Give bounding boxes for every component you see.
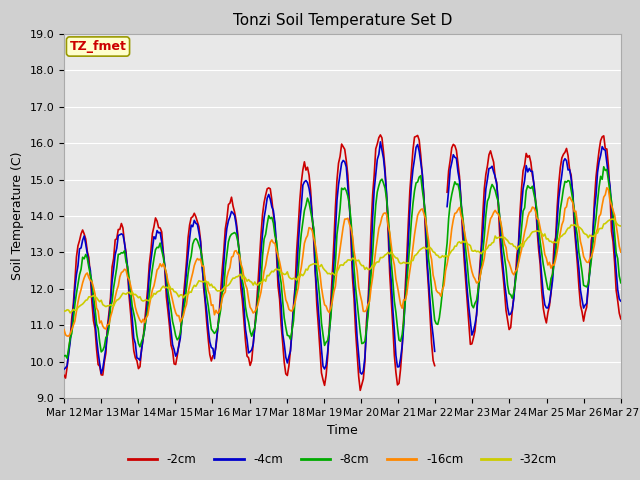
X-axis label: Time: Time bbox=[327, 424, 358, 437]
Title: Tonzi Soil Temperature Set D: Tonzi Soil Temperature Set D bbox=[233, 13, 452, 28]
Y-axis label: Soil Temperature (C): Soil Temperature (C) bbox=[11, 152, 24, 280]
Text: TZ_fmet: TZ_fmet bbox=[70, 40, 127, 53]
Legend: -2cm, -4cm, -8cm, -16cm, -32cm: -2cm, -4cm, -8cm, -16cm, -32cm bbox=[123, 448, 562, 470]
